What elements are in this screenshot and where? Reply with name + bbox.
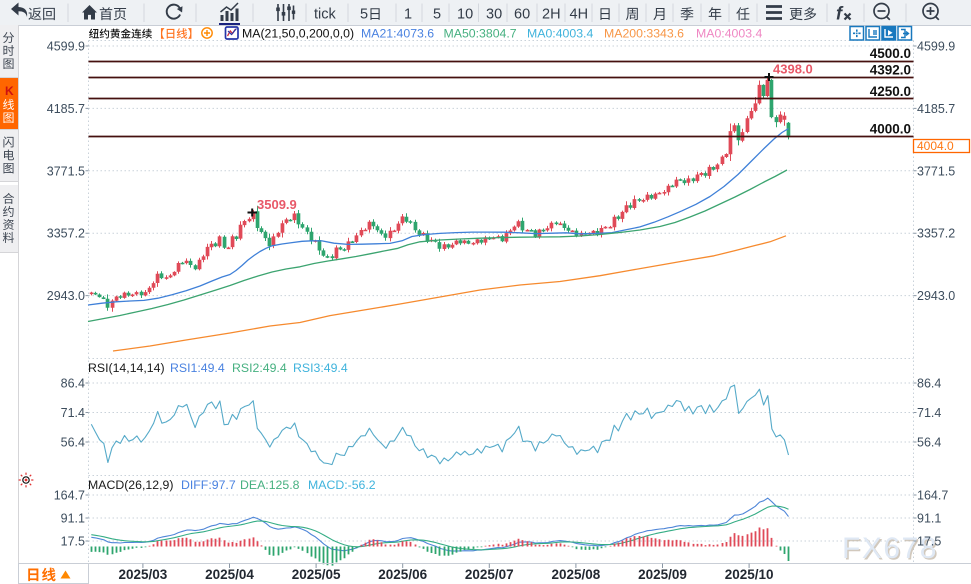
svg-text:30: 30 [486, 7, 502, 23]
svg-text:1: 1 [404, 7, 412, 23]
svg-text:f: f [836, 4, 844, 24]
svg-text:56.4: 56.4 [61, 436, 85, 450]
svg-text:4392.0: 4392.0 [870, 62, 911, 77]
svg-text:RSI3:49.4: RSI3:49.4 [293, 361, 348, 375]
svg-text:5: 5 [360, 7, 368, 23]
svg-text:4398.0: 4398.0 [773, 62, 813, 77]
svg-text:RSI2:49.4: RSI2:49.4 [232, 361, 287, 375]
svg-text:60: 60 [514, 7, 530, 23]
svg-text:71.4: 71.4 [917, 406, 941, 420]
svg-text:164.7: 164.7 [54, 489, 85, 503]
svg-text:tick: tick [314, 7, 337, 23]
svg-text:2025/04: 2025/04 [205, 567, 254, 582]
svg-text:2H: 2H [542, 7, 561, 23]
svg-text:RSI1:49.4: RSI1:49.4 [170, 361, 225, 375]
svg-text:4250.0: 4250.0 [870, 84, 911, 99]
svg-text:2025/09: 2025/09 [638, 567, 687, 582]
svg-text:71.4: 71.4 [61, 406, 85, 420]
svg-text:3771.5: 3771.5 [917, 164, 955, 178]
svg-text:2025/05: 2025/05 [292, 567, 341, 582]
svg-text:2025/10: 2025/10 [725, 567, 774, 582]
svg-text:10: 10 [457, 7, 473, 23]
svg-text:4500.0: 4500.0 [870, 46, 911, 61]
svg-text:2943.0: 2943.0 [917, 289, 955, 303]
svg-text:DEA:125.8: DEA:125.8 [240, 478, 300, 492]
svg-text:4599.9: 4599.9 [47, 40, 85, 54]
svg-text:2025/08: 2025/08 [551, 567, 600, 582]
svg-text:3357.2: 3357.2 [917, 227, 955, 241]
svg-text:MACD:-56.2: MACD:-56.2 [308, 478, 376, 492]
svg-text:56.4: 56.4 [917, 436, 941, 450]
svg-text:4004.0: 4004.0 [917, 139, 954, 153]
svg-text:MA(21,50,0,200,0,0): MA(21,50,0,200,0,0) [242, 27, 354, 41]
svg-text:3771.5: 3771.5 [47, 164, 85, 178]
svg-text:MA21:4073.6: MA21:4073.6 [361, 27, 434, 41]
svg-text:91.1: 91.1 [61, 512, 85, 526]
svg-text:4000.0: 4000.0 [870, 122, 911, 137]
svg-text:RSI(14,14,14): RSI(14,14,14) [88, 361, 165, 375]
svg-text:164.7: 164.7 [917, 489, 948, 503]
svg-text:91.1: 91.1 [917, 512, 941, 526]
svg-text:3357.2: 3357.2 [47, 227, 85, 241]
svg-text:MA0:4003.4: MA0:4003.4 [696, 27, 762, 41]
svg-text:FX678: FX678 [844, 534, 940, 567]
svg-text:4185.7: 4185.7 [917, 102, 955, 116]
svg-text:4H: 4H [570, 7, 589, 23]
svg-text:3509.9: 3509.9 [257, 197, 297, 212]
svg-text:MA50:3804.7: MA50:3804.7 [444, 27, 517, 41]
svg-text:17.5: 17.5 [61, 535, 85, 549]
svg-text:4599.9: 4599.9 [917, 40, 955, 54]
svg-text:2025/06: 2025/06 [378, 567, 427, 582]
svg-text:2025/07: 2025/07 [465, 567, 514, 582]
svg-text:FX678: FX678 [842, 532, 938, 565]
svg-text:MA200:3343.6: MA200:3343.6 [604, 27, 684, 41]
svg-text:4185.7: 4185.7 [47, 102, 85, 116]
svg-text:DIFF:97.7: DIFF:97.7 [181, 478, 236, 492]
svg-text:5: 5 [433, 7, 441, 23]
svg-text:86.4: 86.4 [61, 377, 85, 391]
svg-text:K: K [5, 84, 14, 98]
svg-text:MA0:4003.4: MA0:4003.4 [527, 27, 593, 41]
svg-text:2943.0: 2943.0 [47, 289, 85, 303]
svg-text:2025/03: 2025/03 [118, 567, 167, 582]
svg-text:MACD(26,12,9): MACD(26,12,9) [88, 478, 173, 492]
svg-text:17.5: 17.5 [917, 535, 941, 549]
svg-text:86.4: 86.4 [917, 377, 941, 391]
